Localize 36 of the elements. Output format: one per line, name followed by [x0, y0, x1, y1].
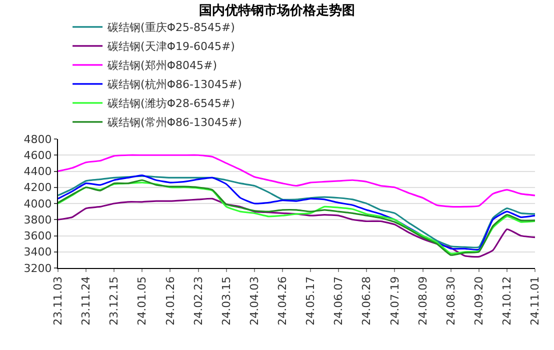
- x-tick-label: 24.02.23: [192, 276, 205, 326]
- x-tick-label: 24.08.30: [444, 276, 458, 326]
- x-tick-label: 23.12.15: [108, 276, 121, 326]
- y-tick-label: 4800: [24, 132, 52, 146]
- x-tick-label: 24.01.05: [136, 276, 149, 326]
- x-tick-label: 24.04.26: [276, 276, 290, 326]
- y-tick-label: 3800: [24, 213, 52, 226]
- y-tick-label: 4400: [24, 165, 52, 178]
- legend-label: 碳结钢(潍坊Φ28-6545#): [106, 97, 235, 110]
- x-tick-label: 24.01.26: [164, 276, 177, 326]
- y-tick-label: 3600: [24, 230, 52, 243]
- legend-label: 碳结钢(常州Φ86-13045#): [106, 116, 242, 130]
- y-tick-label: 4600: [24, 148, 52, 162]
- x-tick-label: 24.05.17: [304, 276, 318, 326]
- x-tick-label: 24.06.07: [332, 276, 346, 326]
- x-tick-label: 24.08.09: [416, 276, 430, 326]
- x-tick-label: 24.07.19: [388, 276, 402, 326]
- x-tick-label: 24.10.12: [500, 276, 514, 326]
- legend-label: 碳结钢(天津Φ19-6045#): [106, 40, 235, 54]
- y-tick-label: 3200: [24, 262, 52, 275]
- y-tick-label: 4000: [24, 197, 52, 210]
- legend-label: 碳结钢(杭州Φ86-13045#): [106, 78, 242, 92]
- legend-label: 碳结钢(郑州Φ8045#): [106, 59, 217, 72]
- x-tick-label: 23.11.03: [52, 276, 65, 326]
- legend-label: 碳结钢(重庆Φ25-8545#): [106, 21, 235, 34]
- y-tick-label: 4200: [24, 181, 52, 194]
- chart-title: 国内优特钢市场价格走势图: [199, 2, 355, 18]
- x-tick-label: 23.11.24: [80, 276, 93, 326]
- x-tick-label: 24.06.28: [360, 276, 374, 326]
- x-tick-label: 24.03.15: [220, 276, 233, 326]
- x-tick-label: 24.04.03: [248, 276, 261, 326]
- y-tick-label: 3400: [24, 246, 52, 259]
- line-series: [58, 198, 535, 258]
- x-tick-label: 24.11.01: [528, 276, 542, 326]
- line-series: [58, 154, 535, 208]
- x-tick-label: 24.09.20: [472, 276, 486, 326]
